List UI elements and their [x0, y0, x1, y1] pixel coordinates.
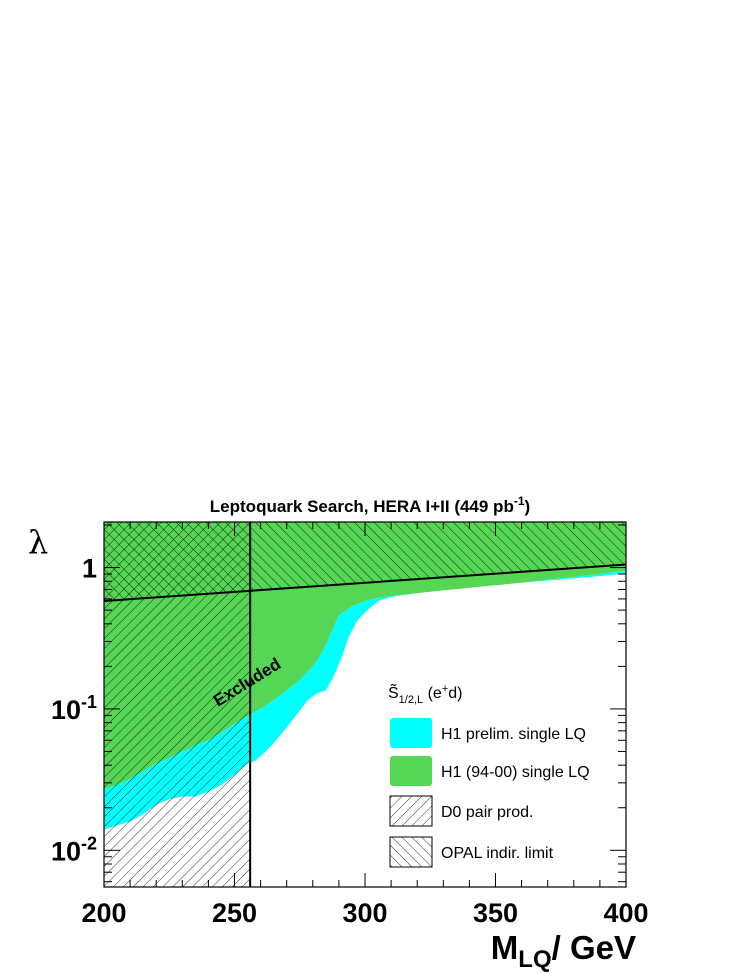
- opal-hatch-region: [104, 522, 626, 601]
- x-axis-title: MLQ/ GeV: [491, 929, 636, 973]
- legend-header: S̃1/2,L (e+d): [388, 682, 462, 706]
- x-tick-label: 350: [473, 898, 518, 928]
- legend-swatch: [389, 836, 433, 868]
- legend-label: H1 (94-00) single LQ: [441, 764, 590, 781]
- y-tick-label: 10-1: [51, 692, 97, 725]
- axes: [103, 521, 627, 888]
- plot-area: [104, 522, 626, 887]
- legend-label: OPAL indir. limit: [441, 845, 554, 862]
- x-tick-label: 200: [81, 898, 126, 928]
- chart-title: Leptoquark Search, HERA I+II (449 pb-1): [210, 494, 530, 516]
- legend-label: H1 prelim. single LQ: [441, 726, 586, 743]
- x-tick-label: 250: [212, 898, 257, 928]
- y-tick-label: 1: [82, 554, 97, 584]
- opal-limit-line: [104, 563, 626, 602]
- legend-swatch: [390, 718, 432, 748]
- legend-swatch: [389, 795, 433, 827]
- y-tick-label: 10-2: [51, 833, 97, 866]
- y-axis-title: λ: [28, 523, 48, 561]
- legend-swatch: [390, 756, 432, 786]
- x-tick-label: 300: [342, 898, 387, 928]
- legend-label: D0 pair prod.: [441, 804, 534, 821]
- legend: S̃1/2,L (e+d) H1 prelim. single LQ H1 (94…: [388, 682, 590, 868]
- x-tick-label: 400: [603, 898, 648, 928]
- tick-labels: 200 250 300 350 400 10-2 10-1 1: [51, 554, 649, 928]
